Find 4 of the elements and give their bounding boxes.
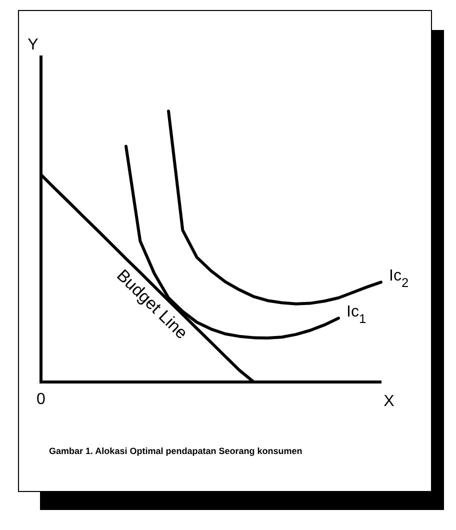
text: Gambar 1. Alokasi Optimal pendapatan Seorang konsumen (49, 446, 302, 456)
x-axis-title: X (384, 393, 395, 410)
text: 0 (36, 391, 46, 408)
y-axis-title: Y (28, 36, 39, 54)
